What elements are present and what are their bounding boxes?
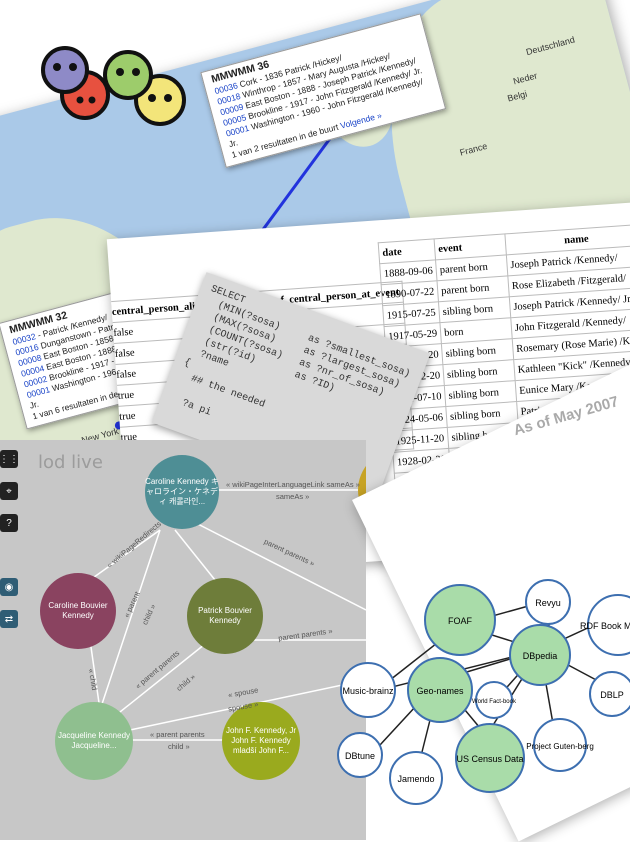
cloud-node-label: DBLP [600, 690, 624, 700]
cloud-node-us-census [455, 723, 525, 793]
edge-label: « wikiPageInterLanguageLink sameAs » [226, 480, 360, 489]
cloud-node-label: Geo-names [416, 686, 464, 696]
cloud-node-geonames [407, 657, 473, 723]
cloud-node-label: Music-brainz [342, 686, 394, 696]
node-caroline-kennedy[interactable]: Caroline Kennedy キャロライン・ケネディ 캐롤라인... [145, 455, 219, 529]
cloud-node-dbpedia [509, 624, 571, 686]
cloud-node-label: RDF Book Mashup [580, 621, 630, 631]
target-tool-icon[interactable]: ⌖ [0, 482, 18, 500]
edge-label: child » [168, 742, 190, 751]
edge-label: « parent parents [150, 730, 205, 739]
face-purple [41, 46, 89, 94]
cloud-node-musicbrainz [340, 662, 396, 718]
cloud-node-label: World Fact-book [472, 699, 517, 705]
cloud-node-label: DBpedia [523, 651, 558, 661]
faces-logo [41, 46, 186, 126]
edge-label: sameAs » [276, 492, 310, 501]
cloud-node-revyu [525, 579, 571, 625]
cloud-node-label: Project Guten-berg [526, 742, 594, 751]
node-caroline-kennedy-2[interactable]: Caroline Kennedy [358, 450, 366, 530]
node-jacqueline-kennedy[interactable]: Jacqueline Kennedy Jacqueline... [55, 702, 133, 780]
lodlive-graph-card: lod live ⋮⋮ ⌖ ? ◉ ⇄ Caroline Kennedy キャロ… [0, 440, 366, 840]
cloud-node-dblp [589, 671, 630, 717]
node-caroline-bouvier-kennedy[interactable]: Caroline Bouvier Kennedy [40, 573, 116, 649]
cloud-node-foaf [424, 584, 496, 656]
location-icon[interactable]: ◉ [0, 578, 18, 596]
cloud-node-rdf-book-mashup [587, 594, 630, 656]
cloud-node-world-factbook [475, 681, 513, 719]
cloud-node-dbtune [337, 732, 383, 778]
cloud-node-label: US Census Data [456, 754, 523, 764]
help-icon[interactable]: ? [0, 514, 18, 532]
grid-tool-icon[interactable]: ⋮⋮ [0, 450, 19, 468]
cloud-node-label: Jamendo [397, 774, 434, 784]
cloud-node-project-gutenberg [533, 718, 587, 772]
cloud-node-label: Revyu [535, 598, 561, 608]
face-green [103, 50, 153, 100]
cloud-node-jamendo [389, 751, 443, 805]
node-patrick-bouvier-kennedy[interactable]: Patrick Bouvier Kennedy [187, 578, 263, 654]
node-john-f-kennedy-jr[interactable]: John F. Kennedy, Jr John F. Kennedy mlad… [222, 702, 300, 780]
share-icon[interactable]: ⇄ [0, 610, 18, 628]
cloud-node-label: FOAF [448, 616, 473, 626]
cloud-node-label: DBtune [345, 751, 375, 761]
lodlive-logo: lod live [38, 452, 103, 473]
